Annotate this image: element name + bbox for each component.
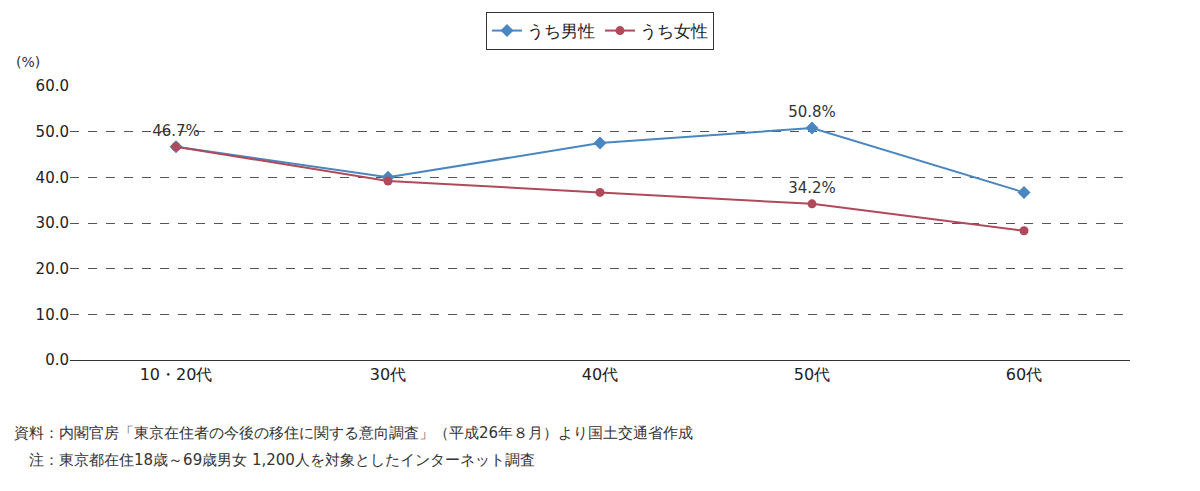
svg-text:0.0: 0.0 (45, 351, 69, 369)
svg-text:60.0: 60.0 (36, 77, 69, 95)
svg-text:注：東京都在住18歳～69歳男女 1,200人を対象としたイ: 注：東京都在住18歳～69歳男女 1,200人を対象としたインターネット調査 (14, 451, 535, 469)
svg-text:うち女性: うち女性 (640, 21, 708, 41)
svg-text:46.7%: 46.7% (152, 122, 200, 140)
svg-text:30代: 30代 (370, 365, 406, 384)
svg-text:50.8%: 50.8% (788, 103, 836, 121)
svg-text:資料：内閣官房「東京在住者の今後の移住に関する意向調査」（平: 資料：内閣官房「東京在住者の今後の移住に関する意向調査」（平成26年８月）より国… (14, 424, 693, 442)
svg-text:20.0: 20.0 (36, 260, 69, 278)
svg-text:10・20代: 10・20代 (140, 365, 213, 384)
svg-text:50.0: 50.0 (36, 123, 69, 141)
svg-text:34.2%: 34.2% (788, 179, 836, 197)
svg-text:50代: 50代 (794, 365, 830, 384)
svg-text:40.0: 40.0 (36, 169, 69, 187)
svg-text:40代: 40代 (582, 365, 618, 384)
svg-text:10.0: 10.0 (36, 306, 69, 324)
svg-text:30.0: 30.0 (36, 214, 69, 232)
svg-text:うち男性: うち男性 (527, 21, 595, 41)
svg-text:60代: 60代 (1006, 365, 1042, 384)
svg-text:(%): (%) (16, 54, 40, 70)
